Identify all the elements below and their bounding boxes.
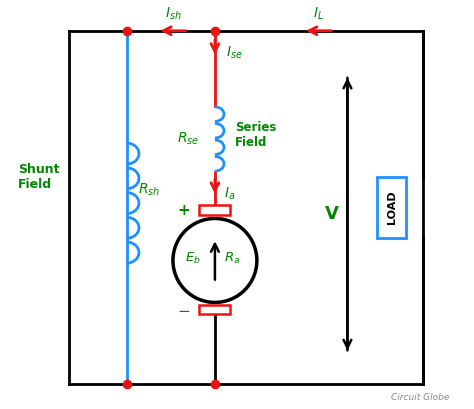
- FancyBboxPatch shape: [200, 305, 230, 315]
- Text: $E_b$: $E_b$: [185, 251, 201, 266]
- Text: $I_L$: $I_L$: [313, 6, 324, 22]
- FancyBboxPatch shape: [200, 205, 230, 215]
- Text: V: V: [325, 205, 339, 223]
- Text: Circuit Globe: Circuit Globe: [391, 393, 449, 402]
- Text: Series
Field: Series Field: [235, 121, 276, 148]
- FancyBboxPatch shape: [377, 177, 406, 238]
- Text: $I_{se}$: $I_{se}$: [226, 45, 243, 61]
- Text: LOAD: LOAD: [387, 191, 397, 224]
- Text: $-$: $-$: [177, 302, 191, 317]
- Text: $R_{se}$: $R_{se}$: [177, 131, 200, 147]
- Text: Shunt
Field: Shunt Field: [18, 162, 60, 191]
- Text: $I_{sh}$: $I_{sh}$: [164, 6, 181, 22]
- Circle shape: [173, 218, 257, 302]
- Text: $R_a$: $R_a$: [224, 251, 240, 266]
- Text: $I_a$: $I_a$: [224, 185, 235, 202]
- Text: +: +: [178, 202, 191, 218]
- Text: $R_{sh}$: $R_{sh}$: [137, 182, 160, 198]
